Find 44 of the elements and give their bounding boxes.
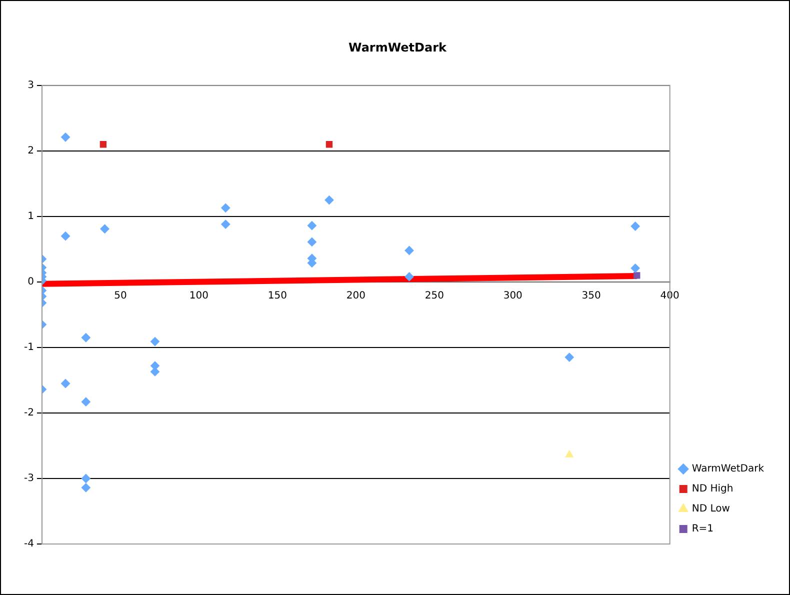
point — [61, 132, 70, 142]
x-tick-label: 100 — [189, 290, 208, 302]
point — [81, 333, 90, 342]
point — [221, 220, 230, 229]
point — [404, 272, 414, 282]
y-tick-label: 0 — [28, 276, 34, 288]
y-tick-label: 2 — [28, 146, 34, 157]
y-tick-label: 1 — [28, 211, 34, 222]
point — [100, 141, 107, 148]
legend-label: ND High — [692, 484, 734, 495]
x-tick-label: 350 — [582, 290, 601, 302]
point — [61, 232, 70, 241]
point — [61, 378, 70, 388]
x-tick-label: 150 — [268, 290, 287, 302]
point — [100, 224, 110, 234]
x-tick-label: 250 — [424, 290, 444, 302]
x-tick-label: 50 — [114, 290, 127, 302]
point — [81, 474, 90, 483]
point — [307, 237, 316, 246]
point — [81, 483, 90, 492]
y-tick-label: 3 — [28, 80, 34, 91]
chart-title: WarmWetDark — [348, 40, 448, 54]
point — [634, 272, 640, 279]
point — [307, 221, 316, 230]
point — [565, 450, 574, 458]
y-tick-label: -2 — [24, 408, 34, 419]
point — [81, 397, 90, 406]
point — [404, 246, 414, 255]
x-tick-label: 400 — [660, 290, 680, 302]
y-tick-label: -1 — [24, 342, 34, 354]
legend-label: ND Low — [692, 504, 730, 515]
y-tick-label: -3 — [24, 473, 34, 484]
y-tick-label: -4 — [24, 538, 34, 550]
x-tick-label: 300 — [503, 290, 522, 302]
point — [324, 196, 334, 205]
point — [221, 203, 230, 212]
point — [564, 352, 574, 362]
legend-label: R=1 — [692, 524, 714, 535]
point — [150, 337, 160, 346]
point — [630, 222, 640, 231]
point — [630, 264, 640, 273]
x-tick-label: 200 — [346, 290, 366, 302]
legend-label: WarmWetDark — [692, 464, 764, 475]
point — [326, 141, 333, 148]
